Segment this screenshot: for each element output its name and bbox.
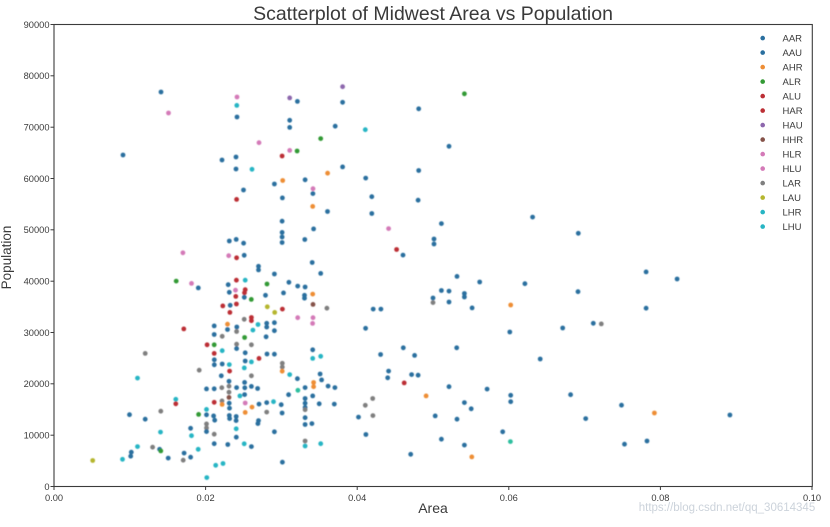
- svg-text:20000: 20000: [24, 379, 50, 389]
- svg-text:LHU: LHU: [783, 222, 802, 233]
- svg-text:HLU: HLU: [783, 164, 802, 175]
- svg-text:70000: 70000: [24, 123, 50, 133]
- svg-text:80000: 80000: [24, 71, 50, 81]
- svg-text:HLR: HLR: [783, 149, 802, 160]
- svg-text:90000: 90000: [24, 20, 50, 30]
- svg-text:ALR: ALR: [783, 77, 802, 88]
- svg-text:50000: 50000: [24, 225, 50, 235]
- svg-text:60000: 60000: [24, 174, 50, 184]
- svg-text:0.06: 0.06: [500, 493, 518, 503]
- svg-text:LHR: LHR: [783, 207, 802, 218]
- svg-text:HAU: HAU: [783, 120, 803, 131]
- svg-text:Scatterplot of Midwest Area vs: Scatterplot of Midwest Area vs Populatio…: [253, 3, 613, 25]
- svg-text:0.04: 0.04: [348, 493, 366, 503]
- svg-text:ALU: ALU: [783, 91, 802, 102]
- svg-text:AAU: AAU: [783, 48, 803, 59]
- svg-text:https://blog.csdn.net/qq_30614: https://blog.csdn.net/qq_30614345: [639, 502, 815, 514]
- svg-text:0.00: 0.00: [45, 493, 63, 503]
- svg-text:Area: Area: [418, 500, 448, 516]
- svg-text:0.10: 0.10: [803, 493, 821, 503]
- svg-text:0.02: 0.02: [197, 493, 215, 503]
- svg-text:AHR: AHR: [783, 62, 803, 73]
- svg-text:40000: 40000: [24, 277, 50, 287]
- svg-text:30000: 30000: [24, 328, 50, 338]
- svg-text:0: 0: [44, 482, 49, 492]
- svg-text:HAR: HAR: [783, 106, 803, 117]
- svg-text:AAR: AAR: [783, 33, 803, 44]
- svg-text:LAR: LAR: [783, 178, 802, 189]
- svg-text:LAU: LAU: [783, 193, 802, 204]
- svg-text:0.08: 0.08: [651, 493, 669, 503]
- svg-text:10000: 10000: [24, 431, 50, 441]
- svg-text:HHR: HHR: [783, 135, 804, 146]
- svg-text:Population: Population: [0, 226, 14, 290]
